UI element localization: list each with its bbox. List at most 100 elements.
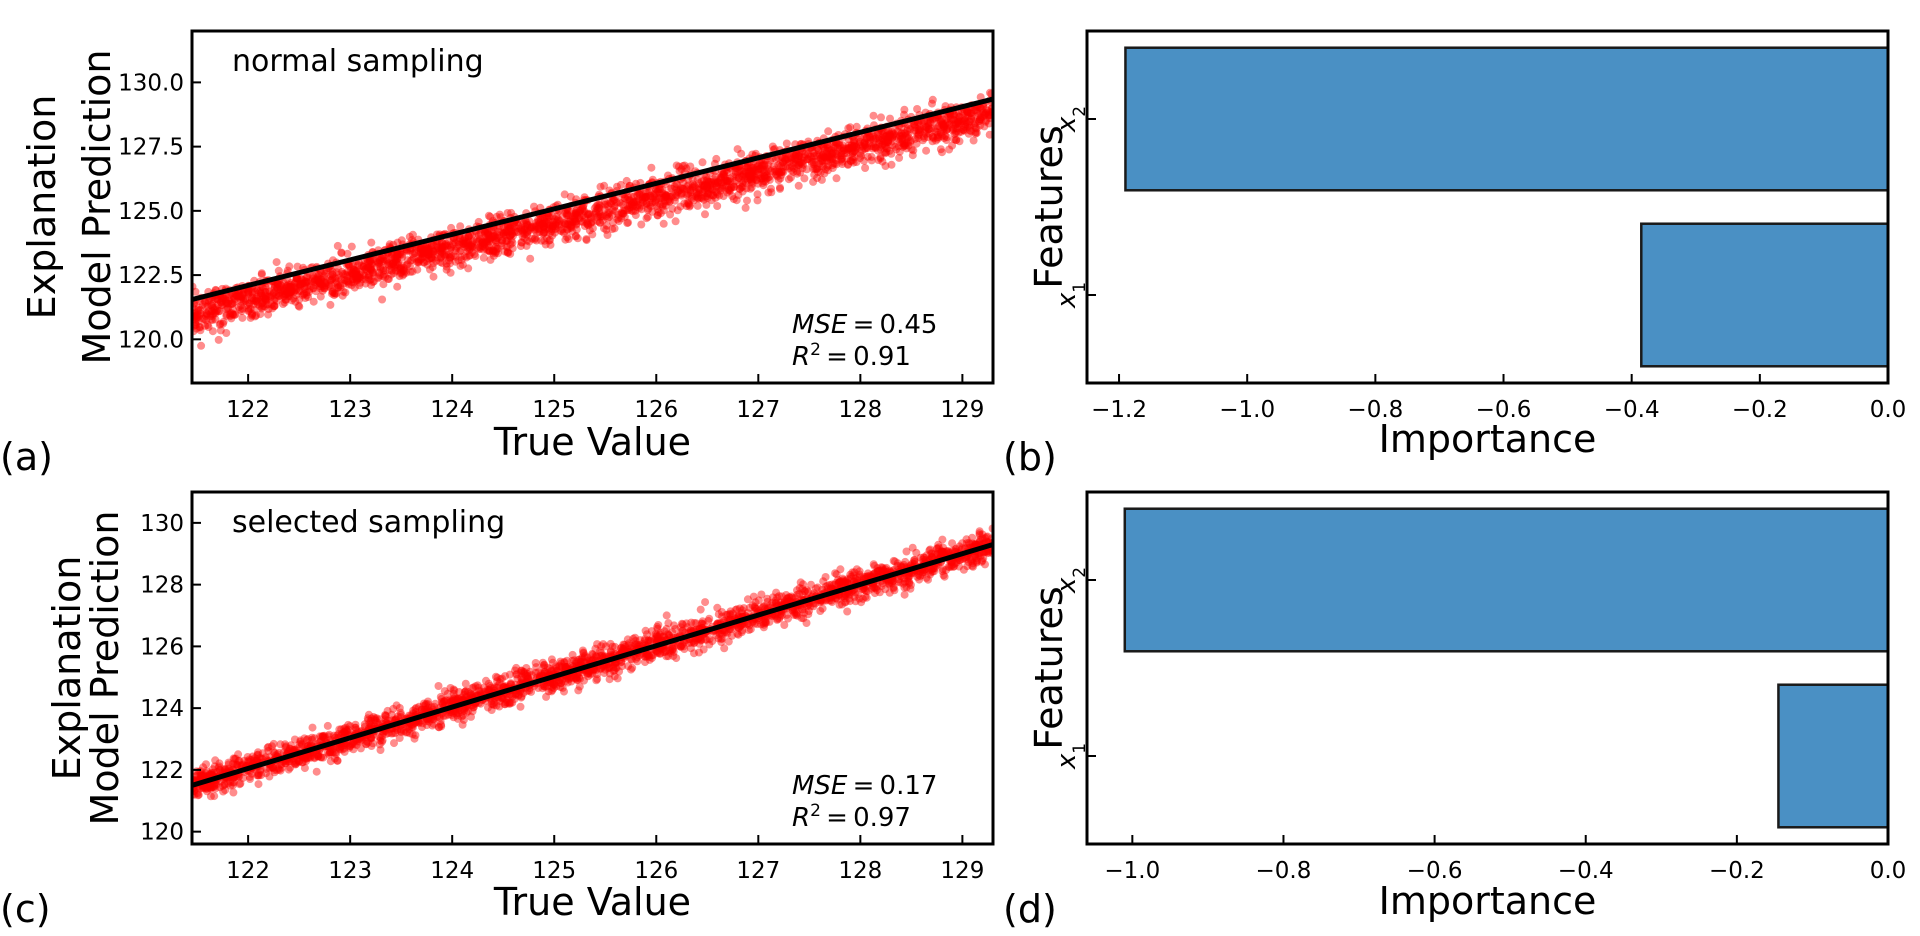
scatter-point [385, 266, 394, 275]
scatter-point [525, 217, 534, 226]
scatter-point [215, 766, 224, 775]
scatter-point [939, 122, 948, 131]
scatter-point [894, 142, 903, 151]
scatter-point [318, 286, 327, 295]
scatter-point [523, 672, 532, 681]
scatter-point [795, 161, 804, 169]
scatter-point [692, 636, 701, 645]
scatter-point [501, 700, 510, 709]
scatter-point [517, 692, 526, 701]
scatter-point [429, 719, 438, 728]
scatter-point [791, 150, 800, 159]
scatter-point [280, 292, 289, 301]
scatter-point [763, 167, 772, 176]
scatter-point [591, 644, 600, 653]
scatter-point [517, 238, 526, 247]
scatter-point [978, 556, 987, 565]
scatter-point [947, 562, 956, 571]
scatter-point [778, 167, 787, 176]
scatter-point [428, 246, 437, 254]
scatter-point [206, 782, 214, 791]
scatter-point [405, 722, 414, 731]
scatter-point [900, 105, 909, 114]
scatter-point [686, 188, 695, 197]
scatter-point [800, 608, 809, 617]
scatter-point [572, 225, 581, 234]
scatter-point [759, 603, 768, 611]
scatter-point [979, 108, 988, 117]
scatter-point [302, 757, 310, 766]
scatter-point [846, 570, 855, 579]
scatter-point [897, 135, 905, 144]
scatter-point [749, 165, 758, 174]
scatter-point [258, 283, 267, 292]
scatter-point [480, 236, 489, 245]
scatter-point [421, 253, 430, 261]
scatter-point [788, 162, 796, 171]
scatter-point [741, 172, 750, 180]
scatter-point [485, 685, 494, 694]
scatter-point [476, 244, 485, 253]
scatter-point [405, 232, 414, 241]
scatter-point [355, 737, 364, 746]
scatter-point [445, 253, 454, 262]
scatter-point [793, 590, 802, 599]
scatter-point [779, 168, 788, 177]
scatter-point [855, 140, 863, 149]
scatter-point [458, 260, 467, 269]
scatter-point [494, 249, 502, 258]
scatter-point [746, 163, 755, 172]
scatter-point [549, 681, 558, 689]
scatter-point [966, 109, 975, 117]
scatter-point [344, 725, 353, 734]
scatter-point [507, 691, 516, 700]
scatter-point [423, 260, 432, 269]
scatter-point [633, 203, 642, 212]
scatter-point [427, 253, 436, 262]
scatter-point [551, 662, 560, 671]
scatter-point [567, 222, 576, 231]
scatter-point [320, 284, 329, 293]
scatter-point [643, 206, 652, 214]
scatter-point [753, 162, 762, 171]
scatter-point [900, 141, 909, 150]
scatter-point [590, 210, 599, 219]
scatter-point [229, 778, 238, 787]
scatter-point [860, 156, 868, 165]
scatter-point [320, 267, 329, 276]
scatter-point [836, 577, 845, 586]
scatter-point [291, 278, 300, 287]
scatter-point [984, 110, 993, 119]
scatter-point [775, 614, 784, 623]
scatter-point [739, 170, 748, 179]
scatter-point [952, 120, 961, 129]
scatter-point [235, 756, 244, 765]
scatter-point [504, 228, 513, 237]
scatter-point [932, 124, 941, 133]
scatter-point [230, 298, 239, 307]
scatter-point [510, 223, 519, 231]
scatter-point [257, 269, 266, 278]
scatter-point [975, 115, 984, 124]
scatter-point [887, 137, 896, 146]
scatter-point [900, 590, 909, 599]
scatter-point [717, 630, 726, 639]
scatter-point [701, 598, 710, 607]
scatter-point [211, 295, 220, 304]
scatter-point [440, 697, 449, 706]
scatter-point [758, 174, 767, 183]
scatter-point [551, 225, 560, 234]
scatter-point [838, 147, 847, 155]
scatter-point [605, 669, 614, 678]
scatter-point [910, 127, 919, 135]
scatter-point [328, 270, 337, 279]
scatter-point [575, 682, 584, 691]
scatter-point [491, 243, 500, 252]
scatter-point [899, 141, 908, 150]
scatter-point [375, 715, 384, 724]
scatter-point [925, 566, 934, 575]
scatter-point [444, 237, 453, 246]
scatter-point [248, 287, 257, 296]
scatter-point [695, 639, 704, 648]
scatter-point [287, 296, 296, 305]
